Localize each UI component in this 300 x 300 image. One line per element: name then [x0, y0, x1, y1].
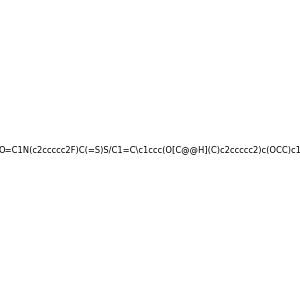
- Text: O=C1N(c2ccccc2F)C(=S)S/C1=C\c1ccc(O[C@@H](C)c2ccccc2)c(OCC)c1: O=C1N(c2ccccc2F)C(=S)S/C1=C\c1ccc(O[C@@H…: [0, 146, 300, 154]
